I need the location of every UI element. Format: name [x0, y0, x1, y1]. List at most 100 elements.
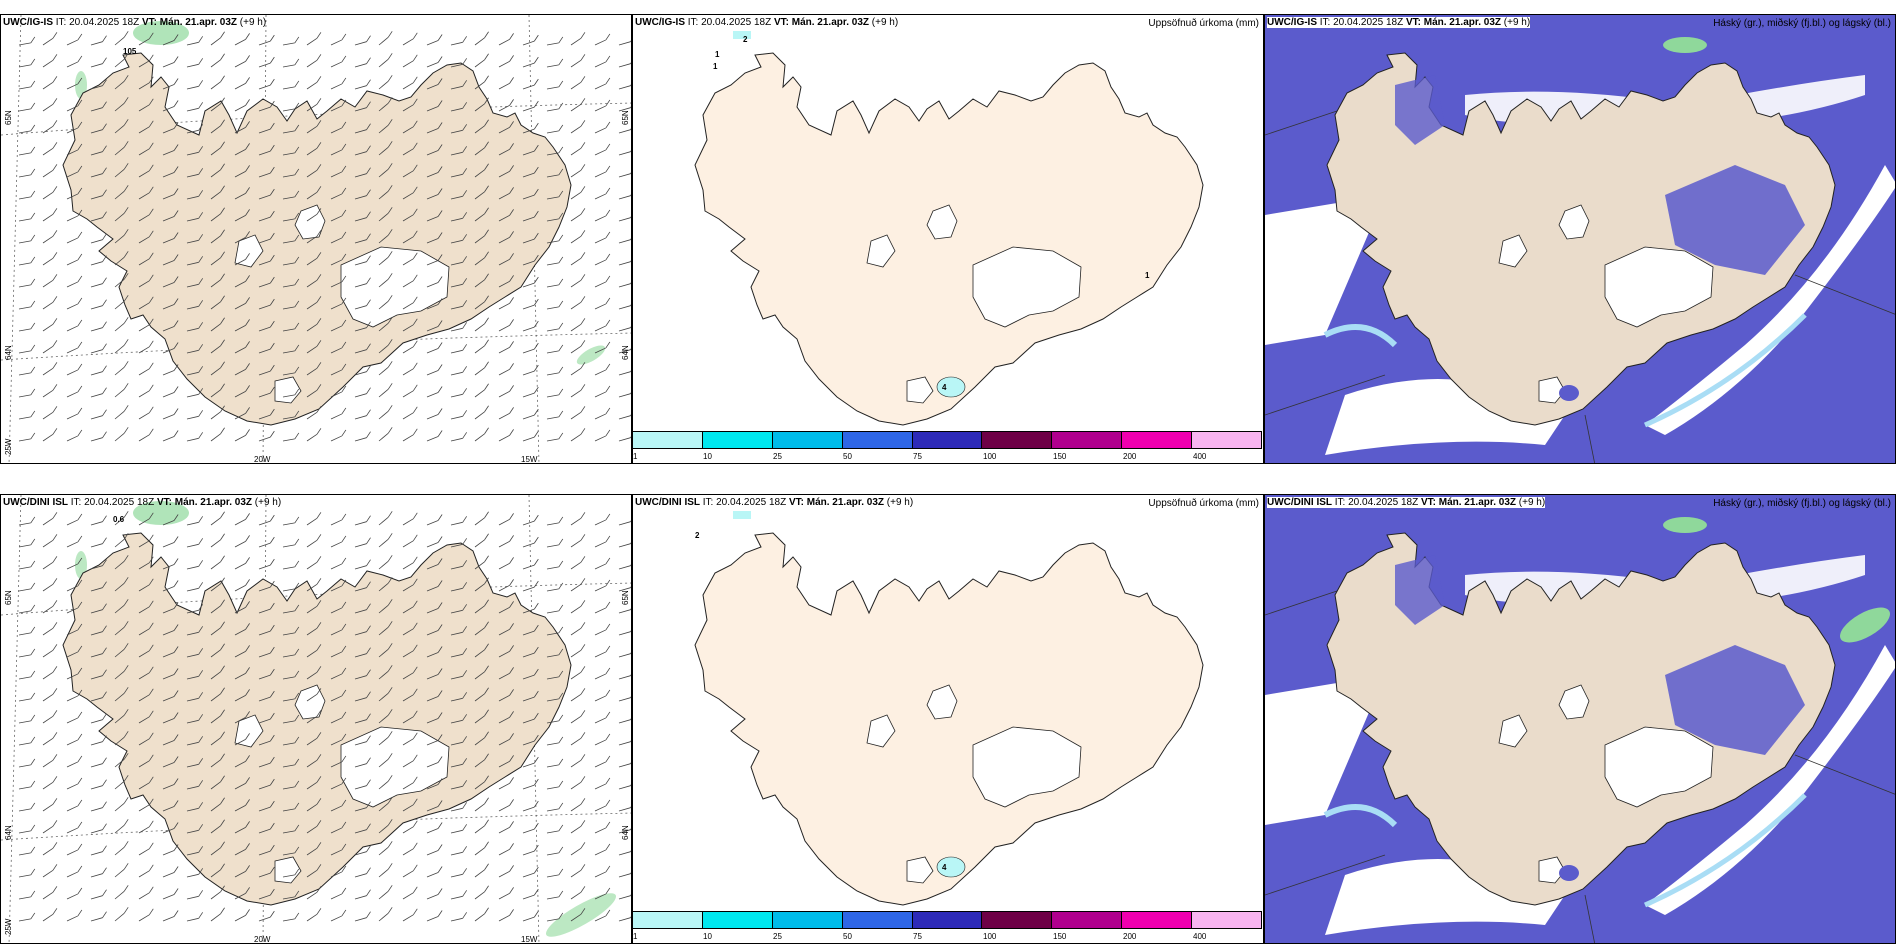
wind-barb-feather — [173, 254, 179, 261]
wind-barb-feather — [245, 711, 250, 718]
wind-barb — [426, 216, 439, 222]
wind-barb — [114, 604, 125, 614]
wind-barb — [546, 786, 559, 790]
wind-barb-feather — [534, 342, 539, 350]
wind-barb — [618, 741, 631, 746]
wind-barb — [186, 129, 199, 134]
wind-barb-feather — [52, 556, 58, 563]
wind-barb — [114, 802, 125, 812]
wind-barb — [570, 37, 582, 46]
wind-barb — [66, 893, 79, 900]
wind-barb — [450, 851, 463, 856]
wind-barb-feather — [484, 885, 489, 893]
wind-barb-feather — [30, 432, 36, 440]
wind-barb-feather — [77, 601, 83, 609]
wind-barb — [210, 59, 221, 68]
wind-header-row2: UWC/DINI ISL IT: 20.04.2025 18Z VT: Mán.… — [3, 497, 282, 508]
wind-barb-feather — [245, 77, 250, 84]
wind-barb — [234, 303, 246, 310]
wind-barb-feather — [462, 190, 468, 197]
wind-barb-feather — [605, 513, 611, 521]
wind-barb-feather — [30, 780, 36, 788]
wind-barb-feather — [198, 780, 204, 787]
wind-barb — [138, 302, 150, 310]
wind-barb-feather — [580, 512, 586, 519]
wind-barb-feather — [412, 776, 418, 784]
wind-barb — [234, 563, 246, 570]
wind-barb-feather — [509, 143, 514, 150]
wind-barb — [90, 631, 103, 636]
wind-barb — [258, 216, 271, 222]
wind-barb-feather — [558, 890, 564, 898]
wind-barb-feather — [341, 297, 347, 305]
wind-barb-feather — [534, 188, 539, 196]
wind-barb — [474, 81, 485, 90]
wind-barb — [522, 608, 535, 614]
wind-barb-feather — [148, 428, 154, 436]
wind-barb-feather — [558, 692, 564, 700]
wind-barb-feather — [316, 428, 322, 435]
wind-barb-feather — [316, 54, 322, 61]
wind-barb-feather — [484, 141, 489, 149]
wind-barb — [114, 758, 125, 768]
wind-barb — [402, 412, 414, 420]
precip-value: 1 — [713, 62, 718, 71]
wind-barb-feather — [462, 366, 468, 373]
wind-barb — [66, 369, 79, 376]
wind-barb — [378, 278, 389, 288]
wind-barb-feather — [294, 190, 300, 198]
wind-barb — [402, 258, 414, 266]
wind-barb — [546, 42, 559, 46]
wind-barb — [282, 306, 295, 310]
wind-barb-feather — [173, 712, 179, 719]
wind-barb — [354, 565, 367, 570]
wind-barb-feather — [387, 317, 393, 324]
wind-barb-feather — [366, 735, 371, 742]
wind-barb — [234, 193, 246, 200]
precip-patch — [936, 856, 966, 878]
wind-barb-feather — [462, 234, 468, 241]
wind-barb-feather — [245, 275, 250, 282]
wind-barb — [354, 587, 367, 592]
wind-barb — [114, 538, 125, 548]
wind-barb-feather — [437, 756, 443, 763]
wind-barb — [138, 82, 150, 90]
wind-barb-feather — [605, 689, 611, 697]
wind-barb-feather — [77, 865, 83, 873]
wind-barb — [18, 522, 31, 526]
wind-barb-feather — [387, 75, 393, 82]
wind-barb-feather — [462, 582, 468, 589]
wind-barb-feather — [387, 119, 393, 126]
wind-barb — [66, 303, 79, 310]
wind-barb-feather — [30, 322, 36, 330]
wind-barb-feather — [341, 843, 347, 851]
wind-barb-feather — [484, 207, 489, 215]
wind-barb-feather — [484, 533, 489, 541]
wind-barb-feather — [437, 866, 443, 873]
wind-barb — [186, 609, 199, 614]
wind-barb-feather — [605, 777, 611, 785]
wind-barb-feather — [198, 124, 204, 131]
wind-barb — [546, 544, 559, 548]
wind-barb — [306, 891, 318, 900]
wind-barb-feather — [580, 76, 586, 83]
wind-barb — [90, 349, 103, 354]
wind-barb-feather — [412, 908, 418, 916]
wind-barb-feather — [245, 513, 250, 520]
wind-barb — [330, 303, 343, 310]
wind-barb — [378, 124, 389, 134]
wind-barb-feather — [558, 846, 564, 854]
wind-barb-feather — [484, 863, 489, 871]
wind-barb-feather — [462, 322, 468, 329]
wind-barb — [450, 895, 463, 900]
wind-barb — [594, 673, 607, 680]
wind-barb-feather — [148, 186, 154, 194]
wind-barb — [498, 215, 510, 222]
wind-barb — [90, 653, 103, 658]
wind-barb — [474, 433, 485, 442]
wind-barb — [546, 284, 559, 288]
wind-barb — [522, 718, 535, 724]
cloud-map-row2 — [1265, 495, 1895, 943]
wind-barb — [474, 279, 485, 288]
wind-barb-feather — [605, 143, 611, 151]
